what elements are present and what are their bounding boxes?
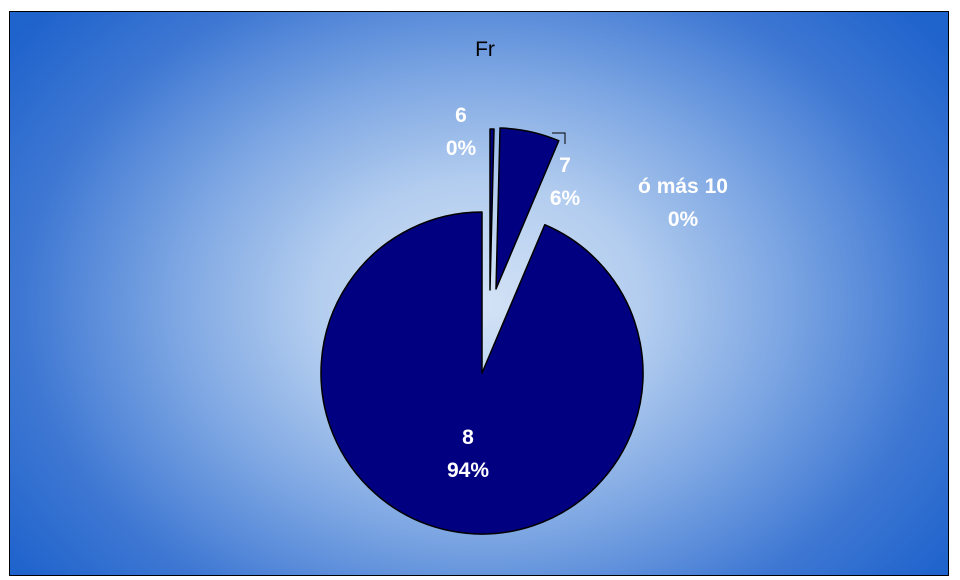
data-label-category: 8 bbox=[462, 426, 474, 449]
pie-slice-8 bbox=[320, 211, 644, 535]
data-label-6: 6 0% bbox=[446, 104, 477, 160]
data-label-8: 8 94% bbox=[447, 426, 489, 482]
data-label-percent: 0% bbox=[668, 208, 699, 231]
data-label-category: 7 bbox=[559, 154, 571, 177]
data-label-m-s-10: ó más 10 0% bbox=[638, 175, 728, 231]
data-label-category: ó más 10 bbox=[638, 175, 728, 198]
pie-slices bbox=[320, 127, 644, 535]
pie-chart: Fr 6 0%7 6%ó más 10 0%8 94% bbox=[320, 38, 728, 535]
chart-area: Fr 6 0% 7 6% ó más 10 0% 8 94% bbox=[9, 11, 949, 576]
pie-slice-7 bbox=[495, 127, 560, 290]
data-label-percent: 0% bbox=[446, 137, 477, 160]
chart-title: Fr bbox=[475, 38, 495, 61]
data-label-7: 7 6% bbox=[550, 154, 581, 210]
data-label-percent: 6% bbox=[550, 187, 581, 210]
data-labels: 6 0%7 6%ó más 10 0%8 94% bbox=[446, 104, 728, 482]
pie-slice-6 bbox=[489, 128, 495, 291]
leader-line bbox=[552, 132, 566, 144]
data-label-percent: 94% bbox=[447, 459, 489, 482]
data-label-category: 6 bbox=[455, 104, 467, 127]
